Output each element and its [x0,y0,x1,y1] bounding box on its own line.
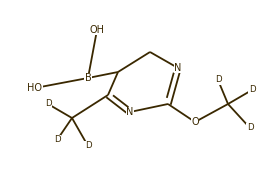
Text: D: D [45,99,51,108]
Text: N: N [126,107,134,117]
Text: D: D [85,141,91,150]
Text: D: D [215,75,221,84]
Text: B: B [85,73,91,83]
Text: D: D [54,135,60,144]
Text: N: N [174,63,182,73]
Text: O: O [191,117,199,127]
Text: OH: OH [90,25,105,35]
Text: D: D [249,86,255,95]
Text: HO: HO [28,83,43,93]
Text: D: D [247,123,253,132]
